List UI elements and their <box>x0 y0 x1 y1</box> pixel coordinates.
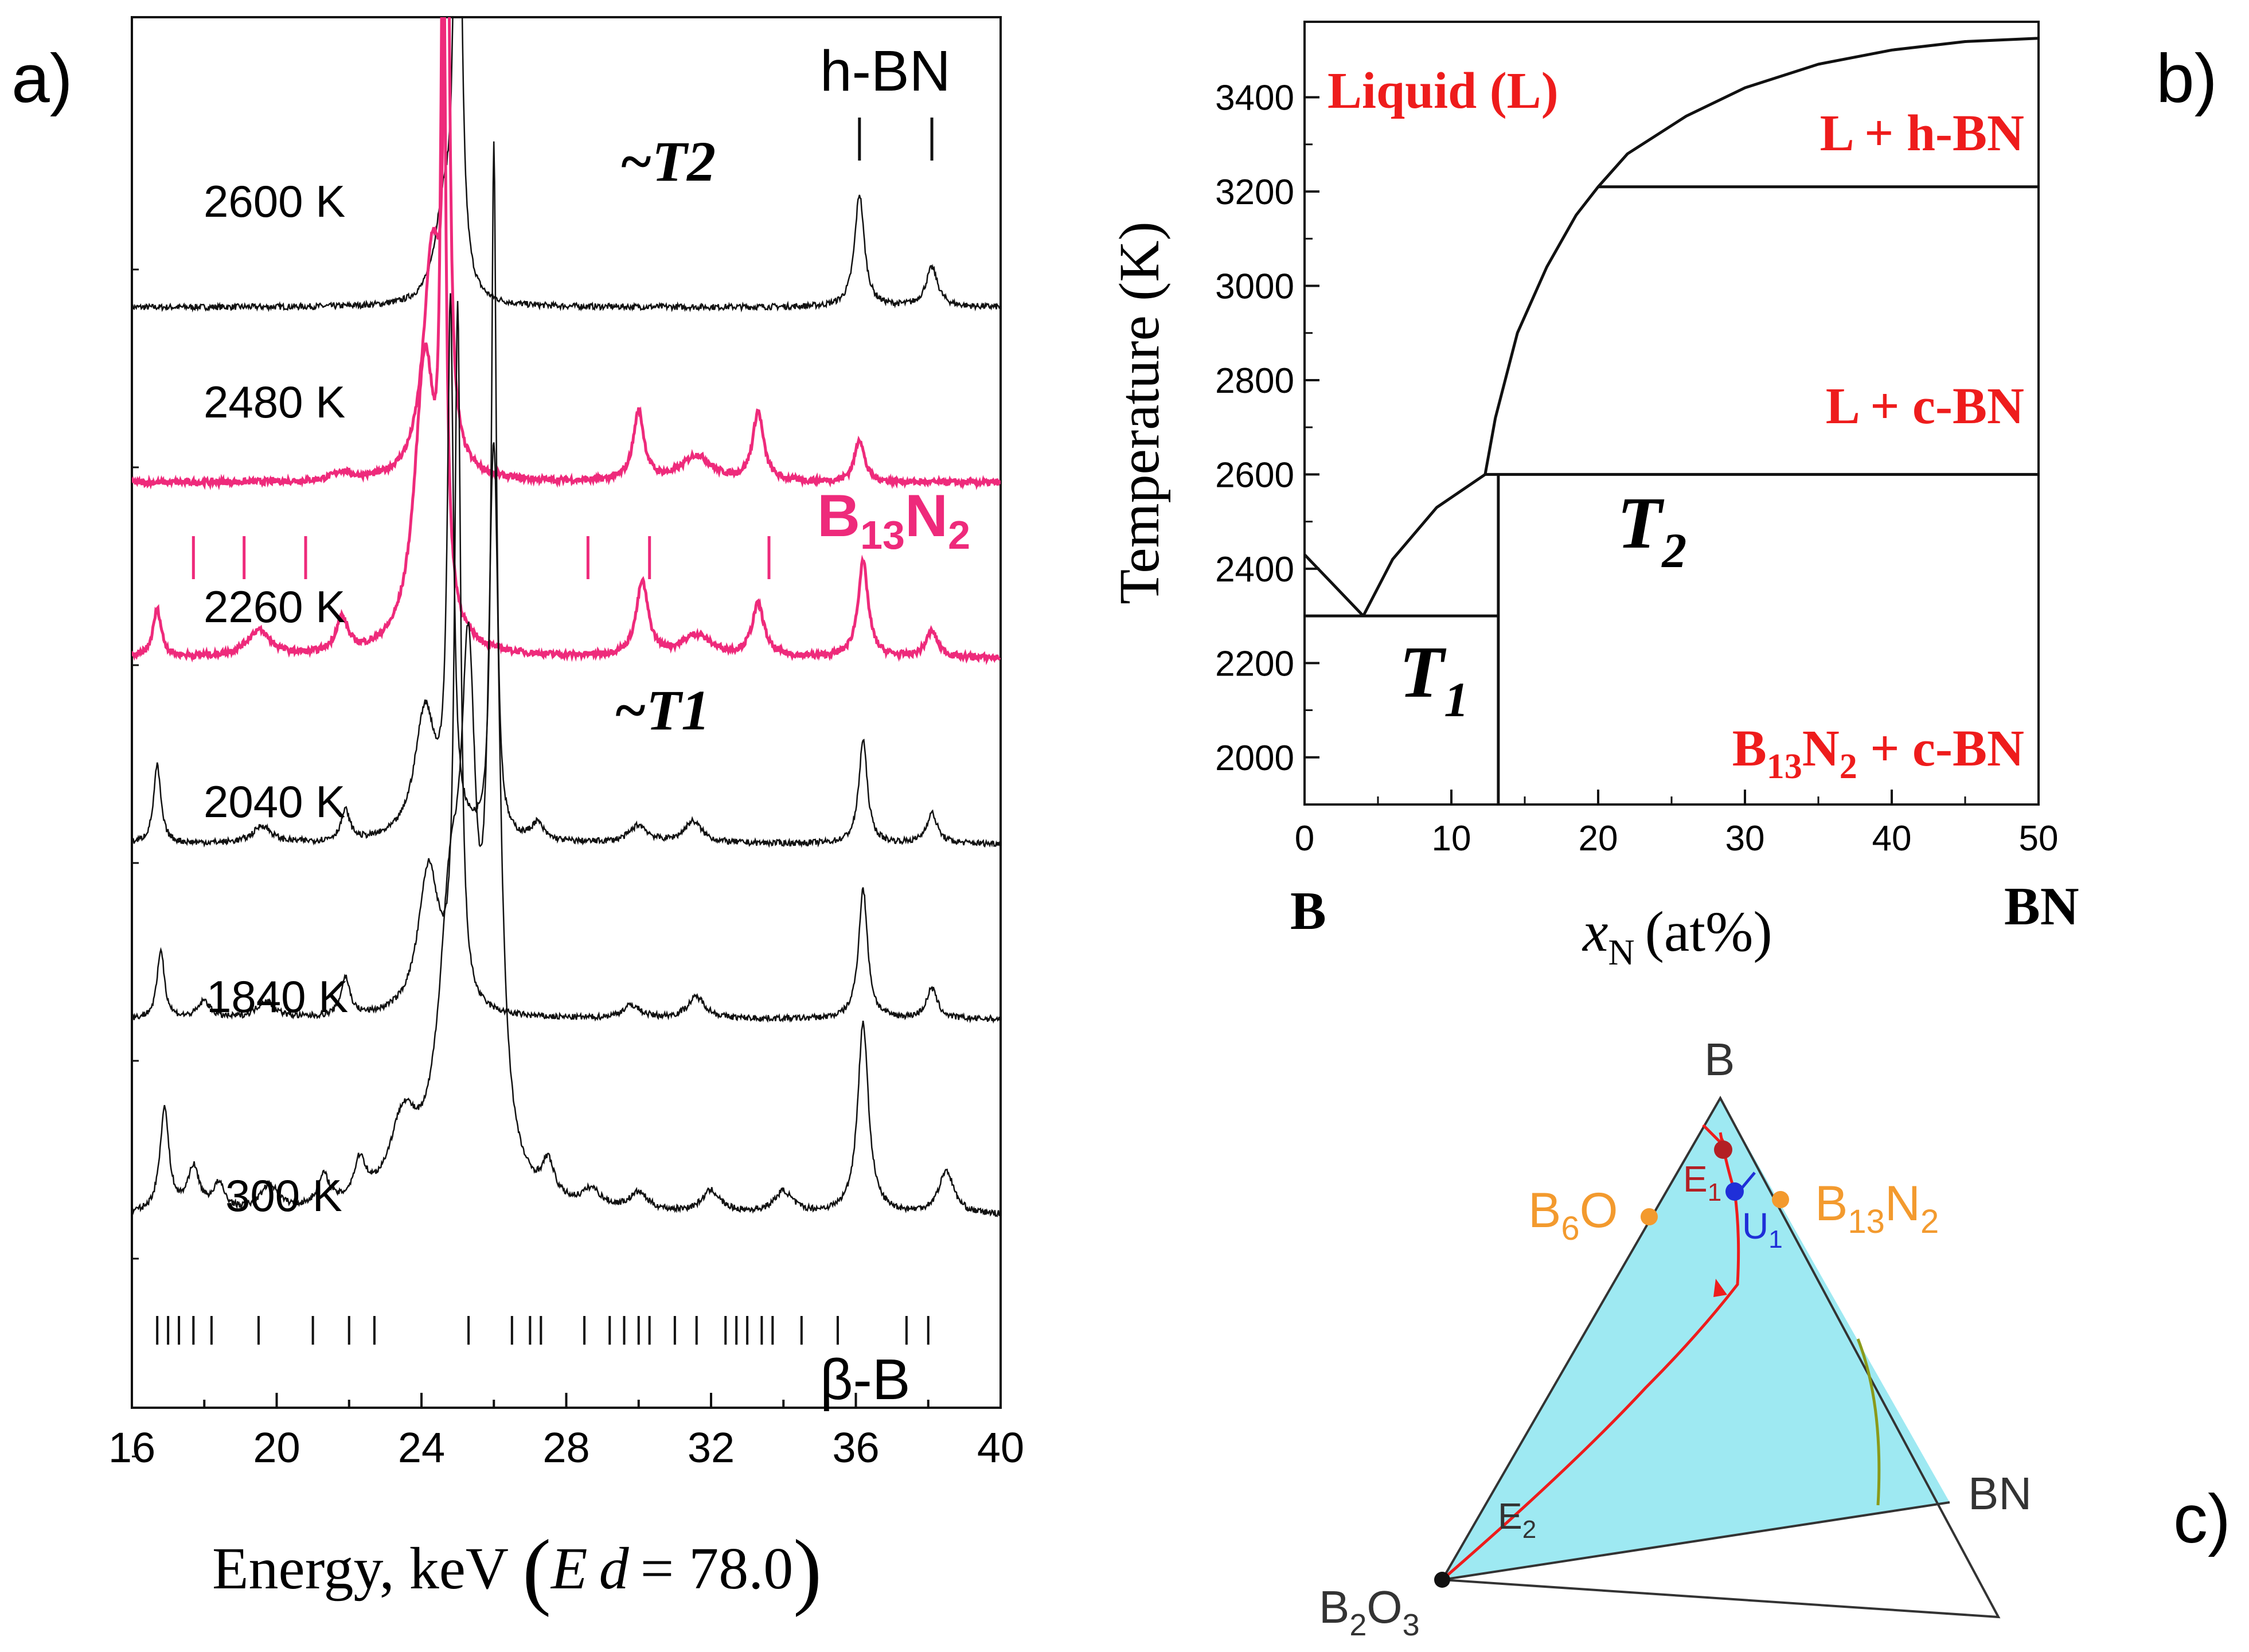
beta-b-reflection-ticks <box>156 1316 930 1345</box>
x-tick-label: 50 <box>2019 819 2059 858</box>
y-tick-label: 3000 <box>1215 267 1294 306</box>
phase-y-title: Temperature (K) <box>1107 221 1171 604</box>
x-tick-label: 20 <box>1579 819 1618 858</box>
panel-a: a) 16 20 24 28 32 36 40 2600 K 2480 K 2260 K 2… <box>11 16 1024 1618</box>
annotation-t2: ~T2 <box>619 130 716 193</box>
x-tick-label: 20 <box>253 1424 300 1471</box>
spectrum-trace <box>132 442 1001 1217</box>
spectrum-label-2260: 2260 K <box>204 581 345 632</box>
spectrum-label-300: 300 K <box>225 1170 342 1221</box>
phase-line-liquidus_left <box>1303 553 1365 617</box>
region-t1: T1 <box>1399 631 1469 727</box>
vertex-b2o3: B2O3 <box>1319 1581 1420 1642</box>
hbn-reflection-ticks <box>858 118 934 161</box>
panel-c-label: c) <box>2173 1481 2231 1557</box>
y-tick-label: 2400 <box>1215 550 1294 589</box>
annotation-b13n2: B13N2 <box>817 483 970 557</box>
y-tick-label: 2200 <box>1215 644 1294 684</box>
annotation-hbn: h-BN <box>820 39 951 103</box>
spectra-traces <box>132 17 1001 1217</box>
x-tick-label: 30 <box>1725 819 1765 858</box>
label-e2: E2 <box>1498 1495 1536 1544</box>
spectrum-trace <box>132 17 1001 313</box>
ternary-arrow-head-1 <box>1713 1279 1727 1297</box>
phase-endpoint-b: B <box>1290 881 1326 941</box>
x-tick-label: 32 <box>688 1424 735 1471</box>
spectra-x-title: Energy, keV (E d = 78.0) <box>212 1522 822 1618</box>
spectrum-label-1840: 1840 K <box>206 971 348 1022</box>
region-l-cbn: L + c-BN <box>1826 378 2024 435</box>
spectrum-label-2480: 2480 K <box>204 377 345 427</box>
point-b6o <box>1641 1208 1658 1225</box>
y-tick-label: 2600 <box>1215 455 1294 495</box>
spectrum-trace <box>132 17 1001 666</box>
vertex-b: B <box>1704 1034 1735 1085</box>
phase-axes: 0 10 20 30 40 50 2000 2200 2400 2600 2800 3000 3200 3… <box>1215 79 2058 858</box>
label-e1: E1 <box>1683 1158 1721 1206</box>
phase-boundaries <box>1303 37 2039 804</box>
annotation-t1: ~T1 <box>614 678 710 742</box>
x-tick-label: 10 <box>1432 819 1471 858</box>
y-tick-label: 3400 <box>1215 79 1294 118</box>
phase-x-title: xN (at%) <box>1582 900 1772 973</box>
x-tick-label: 24 <box>398 1424 445 1471</box>
phase-line-liquidus_upper <box>1483 37 2039 475</box>
x-tick-label: 36 <box>832 1424 879 1471</box>
point-u1 <box>1725 1182 1744 1201</box>
spectrum-trace <box>132 141 1001 848</box>
ternary-tie-line <box>1442 1501 1950 1581</box>
x-tick-label: 0 <box>1295 819 1314 858</box>
spectra-x-axis: 16 20 24 28 32 36 40 <box>108 1393 1024 1471</box>
annotation-beta-b: β-B <box>820 1348 911 1412</box>
y-tick-label: 3200 <box>1215 173 1294 212</box>
panel-b-label: b) <box>2156 40 2217 117</box>
phase-endpoint-bn: BN <box>2004 877 2079 936</box>
x-tick-label: 28 <box>542 1424 589 1471</box>
ternary-blue-arrow <box>1739 1171 1756 1191</box>
x-tick-label: 40 <box>1872 819 1912 858</box>
panel-c: c) B BN B2O3 B6O B13N2 E1 U1 E2 <box>1319 1034 2231 1642</box>
panel-b: b) 0 10 20 30 40 50 2000 2200 2400 2600 2800 3000 32… <box>1107 21 2217 973</box>
point-b2o3 <box>1434 1572 1450 1588</box>
region-b13n2-cbn: B13N2 + c-BN <box>1732 720 2024 786</box>
x-tick-label: 16 <box>108 1424 155 1471</box>
vertex-bn: BN <box>1968 1468 2032 1519</box>
spectrum-trace <box>132 300 1001 1024</box>
ternary-arrow-upper <box>1702 1124 1721 1143</box>
phase-line-liquidus_mid <box>1362 473 1486 617</box>
region-liquid: Liquid (L) <box>1327 63 1559 119</box>
x-tick-label: 40 <box>977 1424 1024 1471</box>
panel-a-label: a) <box>11 40 73 117</box>
region-l-hbn: L + h-BN <box>1820 105 2024 162</box>
ternary-shaded-region <box>1442 1098 1950 1580</box>
label-b6o: B6O <box>1528 1183 1618 1247</box>
spectrum-label-2040: 2040 K <box>204 776 345 827</box>
spectrum-trace <box>132 17 1001 491</box>
y-tick-label: 2800 <box>1215 361 1294 401</box>
ternary-triangle <box>1440 1095 2001 1619</box>
point-e1 <box>1714 1141 1732 1159</box>
ternary-bn-isoline <box>1856 1338 1881 1506</box>
label-b13n2: B13N2 <box>1815 1176 1939 1240</box>
b13n2-reflection-ticks <box>192 536 771 579</box>
y-tick-label: 2000 <box>1215 739 1294 778</box>
spectrum-label-2600: 2600 K <box>204 176 345 226</box>
spectra-y-minor-ticks <box>132 268 139 1458</box>
label-u1: U1 <box>1742 1205 1783 1253</box>
region-t2: T2 <box>1617 482 1686 578</box>
point-b13n2 <box>1772 1191 1789 1208</box>
